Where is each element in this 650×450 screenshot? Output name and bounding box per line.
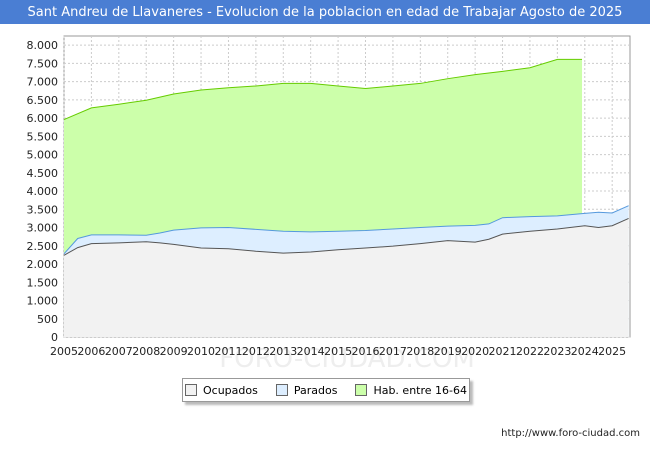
- chart-title: Sant Andreu de Llavaneres - Evolucion de…: [0, 0, 650, 24]
- y-tick-label-13: 6.500: [27, 94, 59, 107]
- x-tick-label-18: 2023: [543, 345, 571, 358]
- y-tick-label-6: 3.000: [27, 222, 59, 235]
- y-tick-label-4: 2.000: [27, 258, 59, 271]
- x-tick-label-16: 2021: [489, 345, 517, 358]
- x-tick-label-19: 2024: [571, 345, 599, 358]
- legend-label-ocupados: Ocupados: [202, 383, 258, 397]
- x-tick-label-3: 2008: [132, 345, 160, 358]
- y-tick-label-2: 1.000: [27, 295, 59, 308]
- legend: Ocupados Parados Hab. entre 16-64: [182, 378, 470, 402]
- y-tick-label-1: 500: [37, 313, 58, 326]
- legend-label-parados: Parados: [293, 383, 338, 397]
- x-tick-label-9: 2014: [297, 345, 325, 358]
- y-tick-label-5: 2.500: [27, 240, 59, 253]
- x-tick-label-14: 2019: [434, 345, 462, 358]
- y-tick-label-16: 8.000: [27, 39, 59, 52]
- x-tick-label-4: 2009: [160, 345, 188, 358]
- legend-swatch-ocupados: [184, 384, 197, 396]
- x-tick-label-12: 2017: [379, 345, 407, 358]
- x-tick-label-8: 2013: [269, 345, 297, 358]
- legend-swatch-hab: [355, 384, 368, 396]
- x-tick-label-0: 2005: [50, 345, 78, 358]
- area-layer: [63, 58, 629, 337]
- x-tick-label-17: 2022: [516, 345, 544, 358]
- x-tick-label-15: 2020: [461, 345, 489, 358]
- y-axis-ticks: 0 500 1.000 1.500 2.000 2.500 3.000 3.500 4.000 4…: [27, 39, 59, 344]
- x-axis-ticks: 2005 2006 2007 2008 2009 2010 2011 2012 2013 2014…: [50, 345, 626, 358]
- series-area-2: [64, 218, 629, 337]
- y-tick-label-11: 5.500: [27, 130, 59, 143]
- y-tick-label-8: 4.000: [27, 185, 59, 198]
- legend-item-ocupados: Ocupados: [184, 383, 258, 397]
- legend-swatch-parados: [275, 384, 288, 396]
- series-line-0: [63, 58, 583, 121]
- x-tick-label-7: 2012: [242, 345, 270, 358]
- y-tick-label-7: 3.500: [27, 203, 59, 216]
- x-tick-label-5: 2010: [187, 345, 215, 358]
- y-tick-label-12: 6.000: [27, 112, 59, 125]
- y-tick-label-15: 7.500: [27, 57, 59, 70]
- x-tick-label-20: 2025: [598, 345, 626, 358]
- source-url[interactable]: http://www.foro-ciudad.com: [501, 428, 640, 439]
- y-tick-label-10: 5.000: [27, 149, 59, 162]
- x-tick-label-2: 2007: [105, 345, 133, 358]
- legend-item-hab: Hab. entre 16-64: [355, 384, 467, 397]
- x-tick-label-11: 2016: [352, 345, 380, 358]
- series-line-1: [63, 205, 629, 255]
- series-line-2: [63, 217, 629, 256]
- y-tick-label-0: 0: [51, 331, 58, 344]
- chart-area: FORO-CIUDAD.COM 0 500 1.000 1.500 2.000 2.500…: [27, 35, 631, 374]
- x-tick-label-13: 2018: [406, 345, 434, 358]
- watermark-text: FORO-CIUDAD.COM: [219, 344, 475, 374]
- legend-item-parados: Parados: [275, 383, 338, 397]
- y-tick-label-3: 1.500: [27, 276, 59, 289]
- legend-label-hab: Hab. entre 16-64: [373, 383, 467, 397]
- y-tick-label-9: 4.500: [27, 167, 59, 180]
- x-tick-label-1: 2006: [77, 345, 105, 358]
- x-tick-label-6: 2011: [214, 345, 242, 358]
- x-tick-label-10: 2015: [324, 345, 352, 358]
- y-tick-label-14: 7.000: [27, 76, 59, 89]
